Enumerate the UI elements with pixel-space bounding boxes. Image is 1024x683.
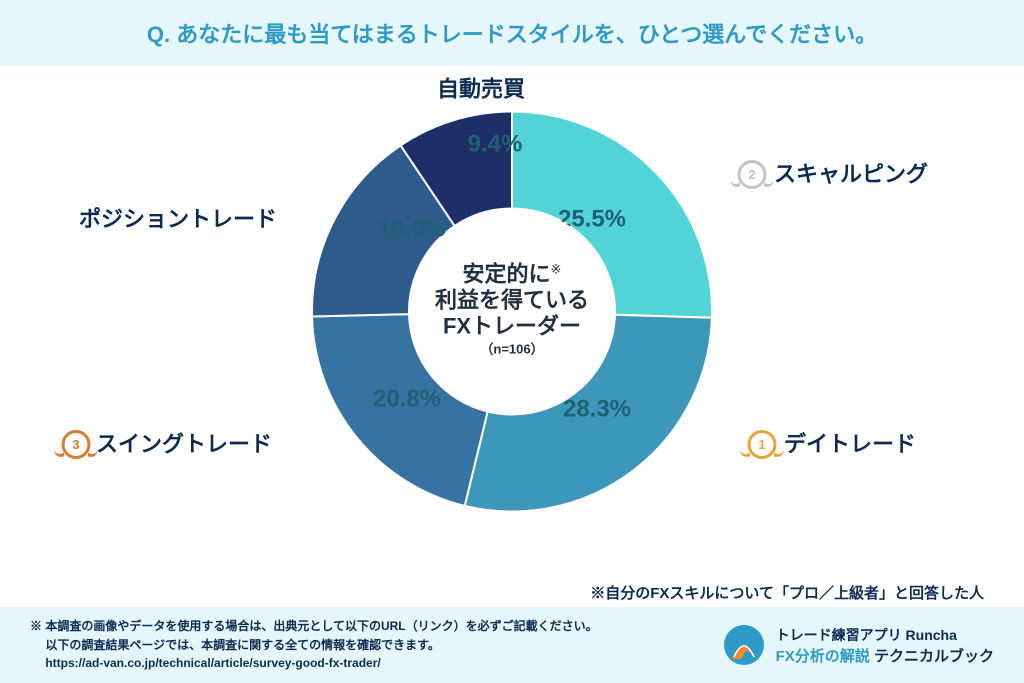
svg-text:3: 3 — [72, 437, 79, 452]
footnote-right: ※自分のFXスキルについて「プロ／上級者」と回答した人 — [590, 582, 984, 603]
slice-percent: 28.3% — [563, 395, 631, 422]
brand-line-1: トレード練習アプリ Runcha — [776, 625, 994, 645]
slice-label: ポジショントレード — [79, 206, 277, 231]
slice-label-group: 1 デイトレード — [740, 431, 916, 457]
brand-logo-icon — [722, 623, 766, 667]
slice-percent: 16.0% — [378, 215, 446, 242]
slice-label: スイングトレード — [96, 431, 272, 456]
footer-brand: トレード練習アプリ Runcha FX分析の解説 テクニカルブック — [722, 623, 994, 667]
brand-line-2: FX分析の解説 テクニカルブック — [776, 645, 994, 666]
question-title: Q. あなたに最も当てはまるトレードスタイルを、ひとつ選んでください。 — [147, 17, 877, 49]
slice-label: デイトレード — [784, 431, 916, 456]
slice-label: スキャルピング — [774, 161, 928, 186]
donut-chart: 25.5%2スキャルピング28.3%1デイトレード20.8%3スイングトレード1… — [257, 66, 767, 566]
chart-area: 25.5%2スキャルピング28.3%1デイトレード20.8%3スイングトレード1… — [0, 66, 1024, 607]
svg-text:1: 1 — [758, 437, 765, 452]
slice-percent: 9.4% — [468, 130, 523, 157]
header-bar: Q. あなたに最も当てはまるトレードスタイルを、ひとつ選んでください。 — [0, 0, 1024, 66]
footer-brand-text: トレード練習アプリ Runcha FX分析の解説 テクニカルブック — [776, 625, 994, 666]
slice-label-group: 2 スキャルピング — [730, 161, 928, 187]
slice-label-group: ポジショントレード — [79, 206, 277, 231]
footer-line: https://ad-van.co.jp/technical/article/s… — [30, 654, 598, 673]
svg-text:2: 2 — [748, 167, 755, 182]
rank-medal-icon: 3 — [54, 431, 98, 457]
slice-label-group: 自動売買 — [437, 76, 525, 101]
footer-citation: ※ 本調査の画像やデータを使用する場合は、出典元として以下のURL（リンク）を必… — [30, 617, 598, 673]
slice-label-group: 3 スイングトレード — [54, 431, 272, 457]
rank-medal-icon: 1 — [740, 431, 784, 457]
slice-percent: 20.8% — [373, 385, 441, 412]
footer-line: 以下の調査結果ページでは、本調査に関する全ての情報を確認できます。 — [30, 636, 598, 655]
slice-label: 自動売買 — [437, 76, 525, 101]
footer-bar: ※ 本調査の画像やデータを使用する場合は、出典元として以下のURL（リンク）を必… — [0, 607, 1024, 683]
footer-line: ※ 本調査の画像やデータを使用する場合は、出典元として以下のURL（リンク）を必… — [30, 617, 598, 636]
rank-medal-icon: 2 — [730, 161, 774, 187]
